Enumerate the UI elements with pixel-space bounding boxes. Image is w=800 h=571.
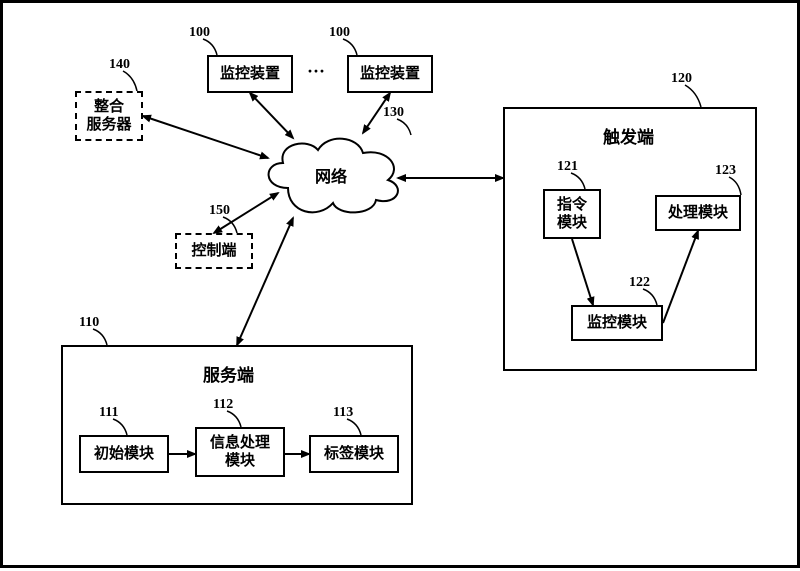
tag-label: 标签模块 — [324, 445, 384, 463]
num-monitor-2: 100 — [329, 25, 350, 41]
cloud-label: 网络 — [315, 163, 347, 187]
num-trigger: 120 — [671, 71, 692, 87]
diagram-canvas: 网络 130 监控装置 100 ··· 监控装置 100 整合 服务器 140 … — [0, 0, 800, 568]
num-init: 111 — [99, 405, 118, 421]
box-control-end: 控制端 — [175, 233, 253, 269]
box-monitor-1-label: 监控装置 — [220, 65, 280, 83]
num-monmod: 122 — [629, 275, 650, 291]
cloud-number: 130 — [383, 105, 404, 121]
box-init-module: 初始模块 — [79, 435, 169, 473]
box-monitor-module: 监控模块 — [571, 305, 663, 341]
box-integrate-server: 整合 服务器 — [75, 91, 143, 141]
box-monitor-1: 监控装置 — [207, 55, 293, 93]
monmod-label: 监控模块 — [587, 314, 647, 332]
ellipsis: ··· — [307, 61, 325, 82]
box-monitor-2-label: 监控装置 — [360, 65, 420, 83]
num-integrate: 140 — [109, 57, 130, 73]
num-cmd: 121 — [557, 159, 578, 175]
server-title: 服务端 — [203, 361, 254, 386]
box-control-label: 控制端 — [191, 242, 236, 260]
num-info: 112 — [213, 397, 233, 413]
trigger-title: 触发端 — [603, 123, 654, 148]
num-monitor-1: 100 — [189, 25, 210, 41]
info-label: 信息处理 模块 — [210, 434, 270, 470]
num-server: 110 — [79, 315, 99, 331]
box-info-module: 信息处理 模块 — [195, 427, 285, 477]
num-tag: 113 — [333, 405, 353, 421]
init-label: 初始模块 — [94, 445, 154, 463]
box-integrate-label: 整合 服务器 — [86, 98, 131, 134]
num-control: 150 — [209, 203, 230, 219]
box-process-module: 处理模块 — [655, 195, 741, 231]
process-label: 处理模块 — [668, 204, 728, 222]
box-tag-module: 标签模块 — [309, 435, 399, 473]
num-process: 123 — [715, 163, 736, 179]
cmd-label: 指令 模块 — [557, 196, 587, 232]
box-monitor-2: 监控装置 — [347, 55, 433, 93]
box-cmd-module: 指令 模块 — [543, 189, 601, 239]
